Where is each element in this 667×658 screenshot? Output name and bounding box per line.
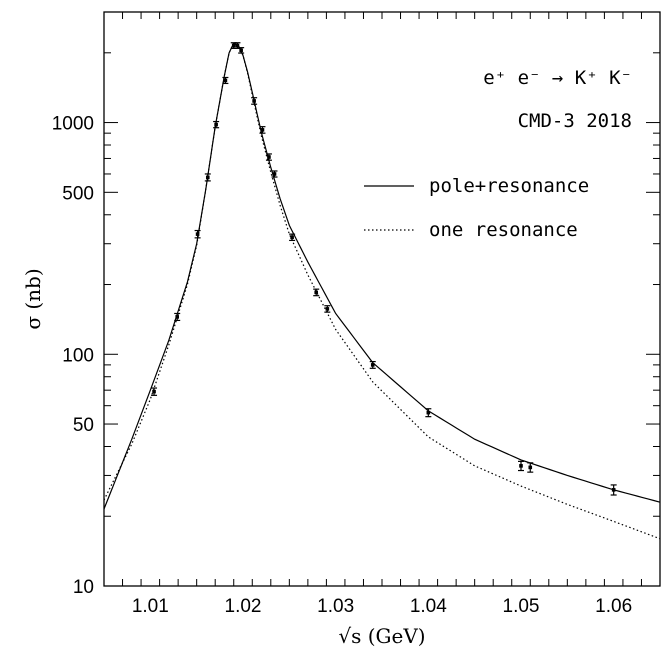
point-marker	[314, 290, 319, 295]
point-marker	[152, 389, 156, 394]
y-tick-label: 500	[62, 183, 94, 204]
curve-one-resonance	[103, 42, 661, 540]
data-point	[259, 126, 266, 134]
data-point	[234, 42, 241, 49]
data-point	[213, 120, 220, 129]
data-point	[194, 229, 201, 239]
point-marker	[231, 43, 236, 48]
point-marker	[370, 363, 375, 367]
data-point	[527, 462, 534, 473]
point-marker	[267, 155, 271, 159]
legend: pole+resonance one resonance	[364, 175, 589, 241]
point-marker	[260, 128, 265, 132]
x-tick-label: 1.05	[503, 596, 540, 617]
y-tick-labels: 10 50 100 500 1000	[52, 114, 94, 598]
x-axis-label: √s (GeV)	[338, 624, 425, 648]
legend-label-pole-resonance: pole+resonance	[429, 175, 589, 197]
x-tick-label: 1.03	[317, 596, 354, 617]
x-tick-label: 1.06	[595, 596, 632, 617]
legend-label-one-resonance: one resonance	[429, 219, 578, 241]
x-tick-label: 1.04	[410, 596, 447, 617]
point-marker	[239, 48, 243, 53]
data-point	[313, 288, 320, 297]
data-point	[425, 408, 432, 418]
point-marker	[252, 99, 256, 103]
y-tick-label: 10	[73, 577, 94, 598]
process-annotation: e⁺ e⁻ → K⁺ K⁻	[483, 67, 632, 89]
data-point	[369, 360, 376, 369]
data-point	[518, 460, 524, 472]
point-marker	[272, 172, 277, 176]
data-point	[222, 76, 229, 85]
point-marker	[325, 307, 330, 311]
y-axis-label: σ (nb)	[21, 268, 45, 329]
data-point	[610, 484, 617, 496]
point-marker	[205, 175, 210, 180]
point-marker	[611, 488, 616, 492]
y-tick-label: 50	[73, 415, 94, 436]
point-marker	[223, 78, 228, 83]
point-marker	[214, 122, 218, 127]
point-marker	[528, 465, 533, 470]
y-tick-label: 1000	[52, 114, 94, 135]
point-marker	[175, 315, 180, 319]
data-points	[151, 42, 617, 496]
point-marker	[235, 43, 240, 48]
data-point	[271, 170, 278, 178]
data-point	[251, 97, 258, 105]
point-marker	[290, 235, 294, 240]
axis-ticks	[103, 11, 661, 587]
data-point	[238, 47, 245, 54]
point-marker	[519, 464, 523, 468]
data-point	[324, 305, 331, 313]
data-point	[174, 312, 181, 322]
data-point	[289, 233, 296, 242]
data-point	[151, 387, 158, 396]
data-point	[265, 153, 272, 161]
plot-frame	[103, 11, 661, 587]
experiment-annotation: CMD-3 2018	[518, 110, 632, 132]
data-point	[204, 173, 211, 182]
x-tick-label: 1.01	[132, 596, 169, 617]
x-tick-labels: 1.01 1.02 1.03 1.04 1.05 1.06	[132, 596, 632, 617]
y-tick-label: 100	[62, 345, 94, 366]
x-tick-label: 1.02	[225, 596, 262, 617]
fit-curves	[103, 42, 661, 540]
point-marker	[426, 410, 431, 415]
point-marker	[195, 232, 200, 236]
